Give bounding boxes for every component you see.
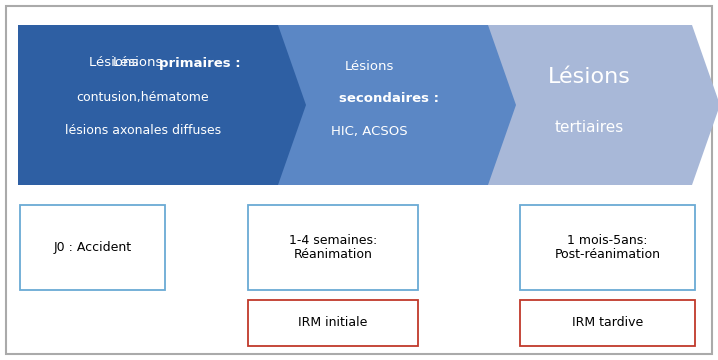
Text: J0 : Accident: J0 : Accident (53, 241, 131, 254)
FancyBboxPatch shape (248, 300, 418, 346)
FancyBboxPatch shape (20, 205, 165, 290)
FancyBboxPatch shape (6, 6, 712, 354)
FancyBboxPatch shape (520, 300, 695, 346)
Text: secondaires :: secondaires : (339, 93, 439, 105)
Text: HIC, ACSOS: HIC, ACSOS (331, 125, 407, 138)
Text: Lésions: Lésions (89, 57, 143, 69)
Text: IRM tardive: IRM tardive (572, 316, 643, 329)
Text: Lésions: Lésions (548, 67, 630, 87)
Polygon shape (476, 25, 718, 185)
Text: 1 mois-5ans:
Post-réanimation: 1 mois-5ans: Post-réanimation (554, 234, 661, 261)
Text: contusion,hématome: contusion,hématome (77, 90, 210, 104)
Text: IRM initiale: IRM initiale (298, 316, 368, 329)
FancyBboxPatch shape (520, 205, 695, 290)
Polygon shape (260, 25, 516, 185)
Text: Lésions: Lésions (345, 60, 393, 73)
Text: lésions axonales diffuses: lésions axonales diffuses (65, 125, 221, 138)
Text: 1-4 semaines:
Réanimation: 1-4 semaines: Réanimation (289, 234, 377, 261)
FancyBboxPatch shape (248, 205, 418, 290)
Text: Lésions: Lésions (113, 57, 167, 69)
Text: primaires :: primaires : (159, 57, 241, 69)
Text: tertiaires: tertiaires (554, 120, 624, 135)
Polygon shape (18, 25, 306, 185)
